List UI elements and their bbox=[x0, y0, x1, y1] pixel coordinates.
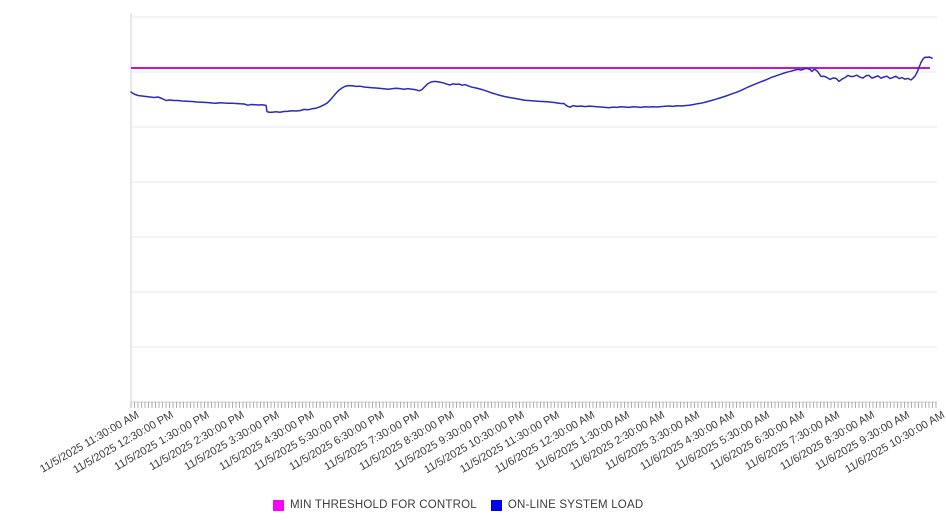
legend-swatch-magenta-icon bbox=[273, 500, 284, 511]
legend-label-min-threshold: MIN THRESHOLD FOR CONTROL bbox=[290, 499, 477, 511]
legend-label-system-load: ON-LINE SYSTEM LOAD bbox=[507, 499, 644, 511]
legend-swatch-blue-icon bbox=[490, 500, 502, 511]
legend-item-min-threshold[interactable]: MIN THRESHOLD FOR CONTROL bbox=[273, 499, 477, 512]
chart-legend: MIN THRESHOLD FOR CONTROL ON-LINE SYSTEM… bbox=[273, 499, 643, 512]
legend-item-system-load[interactable]: ON-LINE SYSTEM LOAD bbox=[490, 499, 644, 512]
